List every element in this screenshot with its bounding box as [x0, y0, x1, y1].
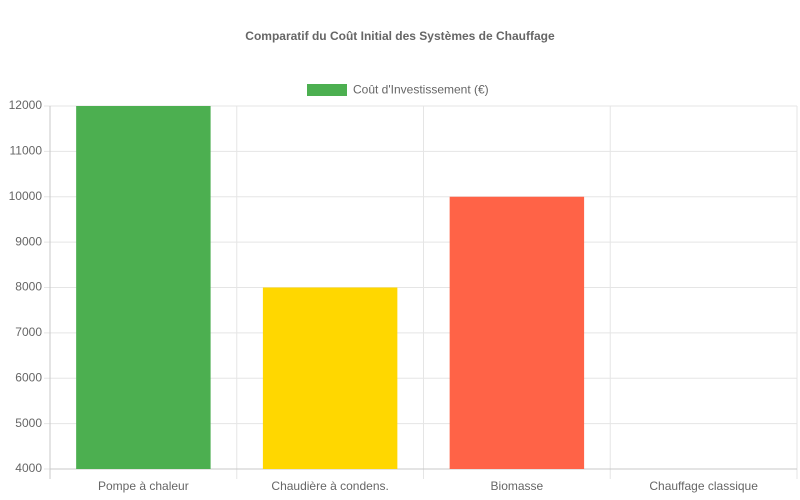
x-tick-label: Biomasse	[491, 479, 544, 493]
x-tick-label: Chauffage classique	[649, 479, 758, 493]
y-tick-label: 8000	[15, 280, 42, 294]
legend-label: Coût d'Investissement (€)	[353, 83, 489, 97]
y-tick-label: 4000	[15, 461, 42, 475]
legend-swatch	[307, 84, 347, 96]
y-tick-label: 9000	[15, 234, 42, 248]
x-tick-label: Chaudière à condens.	[271, 479, 388, 493]
bar	[449, 196, 585, 469]
y-tick-label: 12000	[9, 98, 43, 112]
chart-title: Comparatif du Coût Initial des Systèmes …	[245, 29, 555, 43]
y-tick-label: 11000	[10, 144, 43, 158]
y-tick-label: 6000	[15, 370, 42, 384]
y-tick-label: 7000	[15, 325, 42, 339]
bar	[76, 106, 211, 469]
bar	[262, 287, 398, 469]
y-tick-label: 10000	[9, 189, 43, 203]
x-tick-label: Pompe à chaleur	[98, 479, 189, 493]
y-tick-label: 5000	[15, 416, 42, 430]
